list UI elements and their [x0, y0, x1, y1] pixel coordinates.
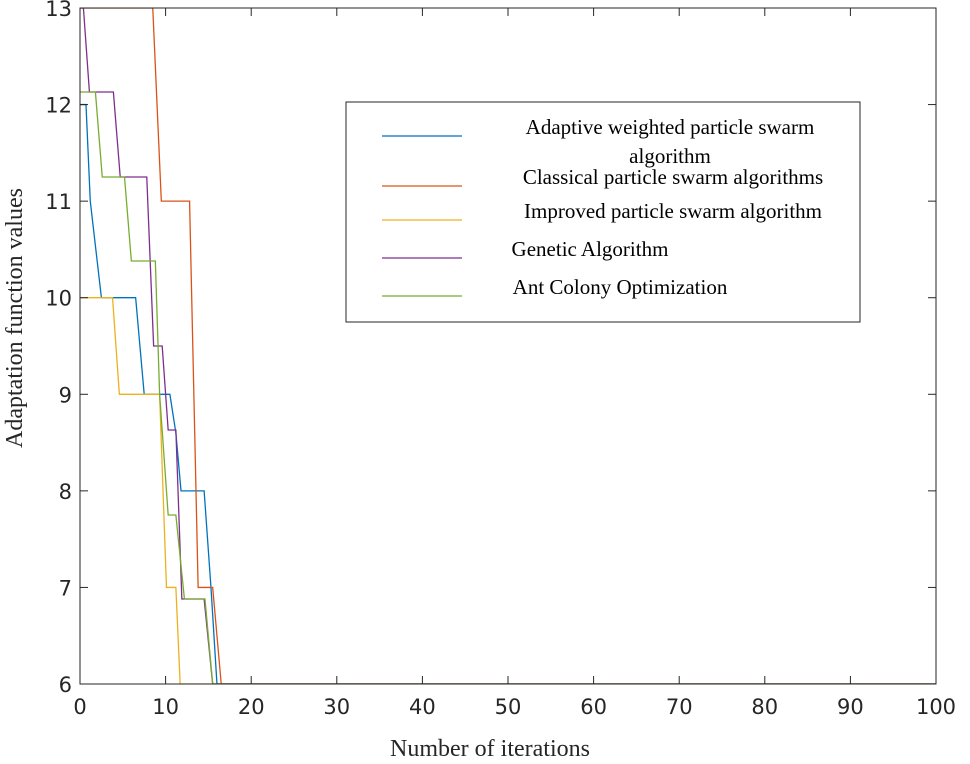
x-tick-label: 100: [916, 695, 956, 719]
legend-label: algorithm: [629, 144, 711, 168]
y-tick-label: 12: [45, 94, 72, 118]
series-line-ant-colony-optimization: [80, 91, 936, 684]
x-tick-label: 70: [666, 695, 693, 719]
legend-label: Genetic Algorithm: [512, 237, 669, 261]
x-tick-label: 30: [323, 695, 350, 719]
legend: Adaptive weighted particle swarm algorith…: [345, 101, 861, 323]
y-tick-label: 10: [45, 287, 72, 311]
y-tick-label: 13: [45, 0, 72, 21]
y-tick-label: 11: [45, 190, 72, 214]
x-tick-label: 90: [837, 695, 864, 719]
y-tick-label: 9: [59, 383, 72, 407]
legend-box: [345, 101, 861, 323]
x-axis-label: Number of iterations: [390, 736, 590, 762]
y-tick-label: 7: [59, 576, 72, 600]
x-tick-label: 10: [152, 695, 179, 719]
legend-label: Adaptive weighted particle swarm: [526, 115, 815, 139]
x-tick-label: 40: [409, 695, 436, 719]
x-tick-label: 0: [73, 695, 86, 719]
x-tick-label: 80: [751, 695, 778, 719]
x-tick-label: 20: [238, 695, 265, 719]
y-tick-label: 6: [59, 673, 72, 697]
x-tick-label: 50: [495, 695, 522, 719]
legend-label: Improved particle swarm algorithm: [524, 199, 822, 223]
series-line-improved-particle-swarm-algorithm: [80, 297, 936, 684]
series-layer: [80, 8, 936, 684]
ticks-layer: 0 10 20 30 40 50 60 70 80 90 100 6 7 8 9 10 11 12 13: [45, 0, 956, 719]
legend-label: Ant Colony Optimization: [513, 275, 728, 299]
y-axis-label: Adaptation function values: [2, 188, 28, 448]
y-tick-label: 8: [59, 480, 72, 504]
x-tick-label: 60: [580, 695, 607, 719]
series-line-classical-particle-swarm-algorithms: [80, 8, 936, 684]
legend-label: Classical particle swarm algorithms: [523, 165, 823, 189]
